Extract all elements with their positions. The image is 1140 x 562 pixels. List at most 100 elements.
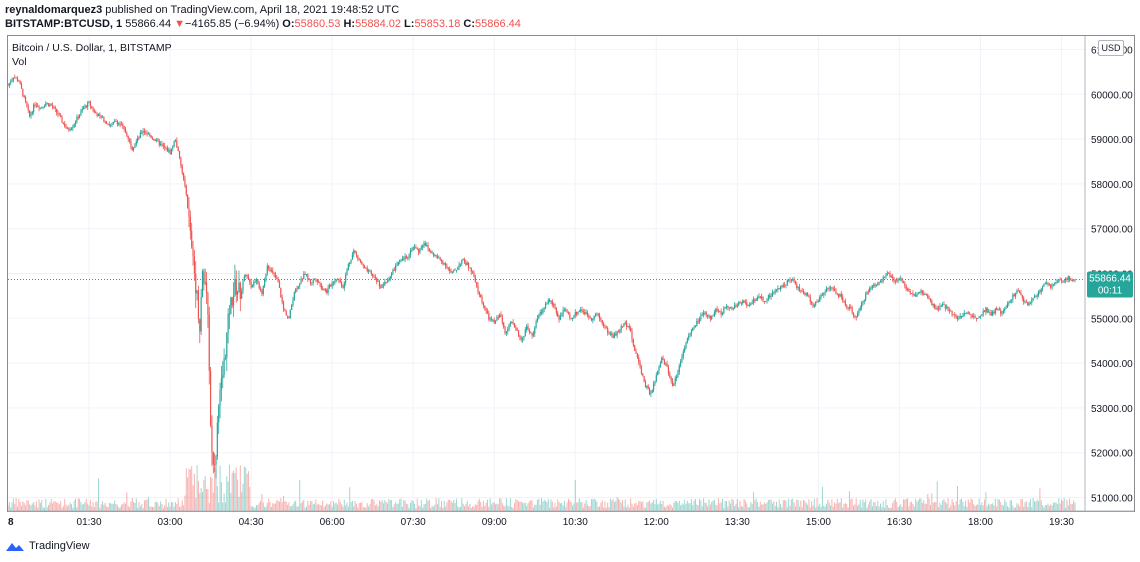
candle-body bbox=[386, 280, 389, 283]
volume-bar bbox=[595, 499, 597, 511]
volume-bar bbox=[333, 500, 335, 511]
candle-body bbox=[23, 95, 25, 97]
candle-body bbox=[546, 303, 548, 305]
volume-bar bbox=[820, 506, 822, 511]
volume-bar bbox=[1051, 505, 1053, 511]
volume-bar bbox=[396, 503, 398, 511]
candle-body bbox=[716, 308, 718, 311]
volume-bar bbox=[601, 500, 603, 511]
volume-bar bbox=[152, 506, 154, 511]
candle-body bbox=[584, 311, 586, 314]
volume-bar bbox=[291, 506, 293, 511]
volume-bar bbox=[419, 506, 421, 511]
volume-bar bbox=[459, 506, 461, 511]
candle-body bbox=[328, 284, 331, 288]
candle-body bbox=[80, 111, 82, 116]
volume-bar bbox=[116, 504, 118, 511]
volume-bar bbox=[114, 500, 116, 511]
volume-bar bbox=[285, 501, 287, 511]
candle-body bbox=[630, 328, 632, 331]
volume-bar bbox=[865, 499, 867, 511]
volume-bar bbox=[803, 499, 805, 511]
candle-body bbox=[470, 267, 472, 272]
volume-bar bbox=[649, 500, 651, 511]
candle-body bbox=[127, 136, 129, 139]
candle-body bbox=[161, 143, 163, 145]
volume-bar bbox=[657, 504, 659, 511]
volume-bar bbox=[119, 507, 121, 511]
candle-body bbox=[12, 77, 15, 80]
candle-body bbox=[1019, 291, 1021, 294]
volume-bar bbox=[616, 497, 618, 511]
volume-bar bbox=[80, 502, 82, 511]
volume-bar bbox=[543, 499, 545, 511]
candle-body bbox=[842, 296, 844, 301]
candle-body bbox=[467, 262, 470, 268]
candle-body bbox=[220, 378, 222, 390]
candle-body bbox=[634, 345, 636, 351]
candle-body bbox=[975, 317, 978, 319]
volume-bar bbox=[938, 507, 940, 511]
volume-bar bbox=[418, 505, 420, 511]
volume-bar bbox=[66, 506, 68, 511]
candle-body bbox=[721, 312, 724, 315]
candle-body bbox=[1054, 282, 1056, 285]
candle-body bbox=[300, 278, 302, 284]
candle-body bbox=[839, 294, 841, 297]
candle-body bbox=[1013, 294, 1015, 297]
candle-body bbox=[168, 150, 170, 152]
volume-bar bbox=[925, 503, 927, 511]
candle-body bbox=[288, 316, 290, 318]
volume-bar bbox=[917, 500, 919, 511]
candle-body bbox=[110, 124, 112, 126]
volume-bar bbox=[523, 503, 525, 511]
candle-body bbox=[320, 284, 322, 289]
candle-body bbox=[885, 275, 887, 277]
volume-bar bbox=[292, 504, 294, 511]
candle-body bbox=[397, 261, 399, 265]
volume-bar bbox=[103, 504, 105, 511]
candle-body bbox=[590, 318, 593, 321]
volume-bar bbox=[297, 506, 299, 511]
legend-title[interactable]: Bitcoin / U.S. Dollar, 1, BITSTAMP bbox=[12, 42, 172, 54]
volume-bar bbox=[150, 506, 152, 511]
tradingview-footer[interactable]: TradingView bbox=[5, 540, 90, 552]
volume-bar bbox=[450, 500, 452, 511]
time-tick-label: 15:00 bbox=[806, 517, 831, 528]
volume-bar bbox=[191, 466, 193, 511]
volume-bar bbox=[84, 501, 86, 511]
volume-bar bbox=[538, 498, 540, 511]
volume-bar bbox=[852, 505, 854, 511]
candle-body bbox=[638, 357, 640, 363]
candle-body bbox=[570, 318, 572, 319]
volume-bar bbox=[692, 505, 694, 511]
candle-body bbox=[123, 126, 125, 129]
candle-body bbox=[8, 83, 10, 86]
candle-body bbox=[624, 322, 626, 324]
candle-body bbox=[731, 307, 733, 309]
currency-label[interactable]: USD bbox=[1098, 40, 1124, 56]
candle-body bbox=[669, 373, 671, 378]
candle-body bbox=[632, 339, 634, 346]
candle-body bbox=[956, 316, 959, 319]
volume-bar bbox=[1055, 502, 1057, 511]
author-name[interactable]: reynaldomarquez3 bbox=[5, 4, 103, 16]
candle-body bbox=[311, 282, 313, 284]
candle-body bbox=[743, 300, 745, 303]
volume-bar bbox=[261, 494, 263, 511]
volume-bar bbox=[1067, 505, 1069, 511]
volume-bar bbox=[397, 503, 399, 511]
volume-bar bbox=[1029, 499, 1031, 511]
volume-bar bbox=[699, 498, 701, 511]
candle-body bbox=[662, 357, 664, 360]
volume-bar bbox=[539, 504, 541, 511]
candle-body bbox=[666, 363, 668, 367]
candle-body bbox=[870, 287, 872, 289]
candle-body bbox=[792, 279, 794, 281]
volume-bar bbox=[946, 503, 948, 511]
volume-bar bbox=[48, 504, 50, 511]
volume-legend[interactable]: Vol bbox=[12, 56, 27, 68]
candle-body bbox=[757, 297, 759, 300]
candle-body bbox=[262, 286, 264, 295]
